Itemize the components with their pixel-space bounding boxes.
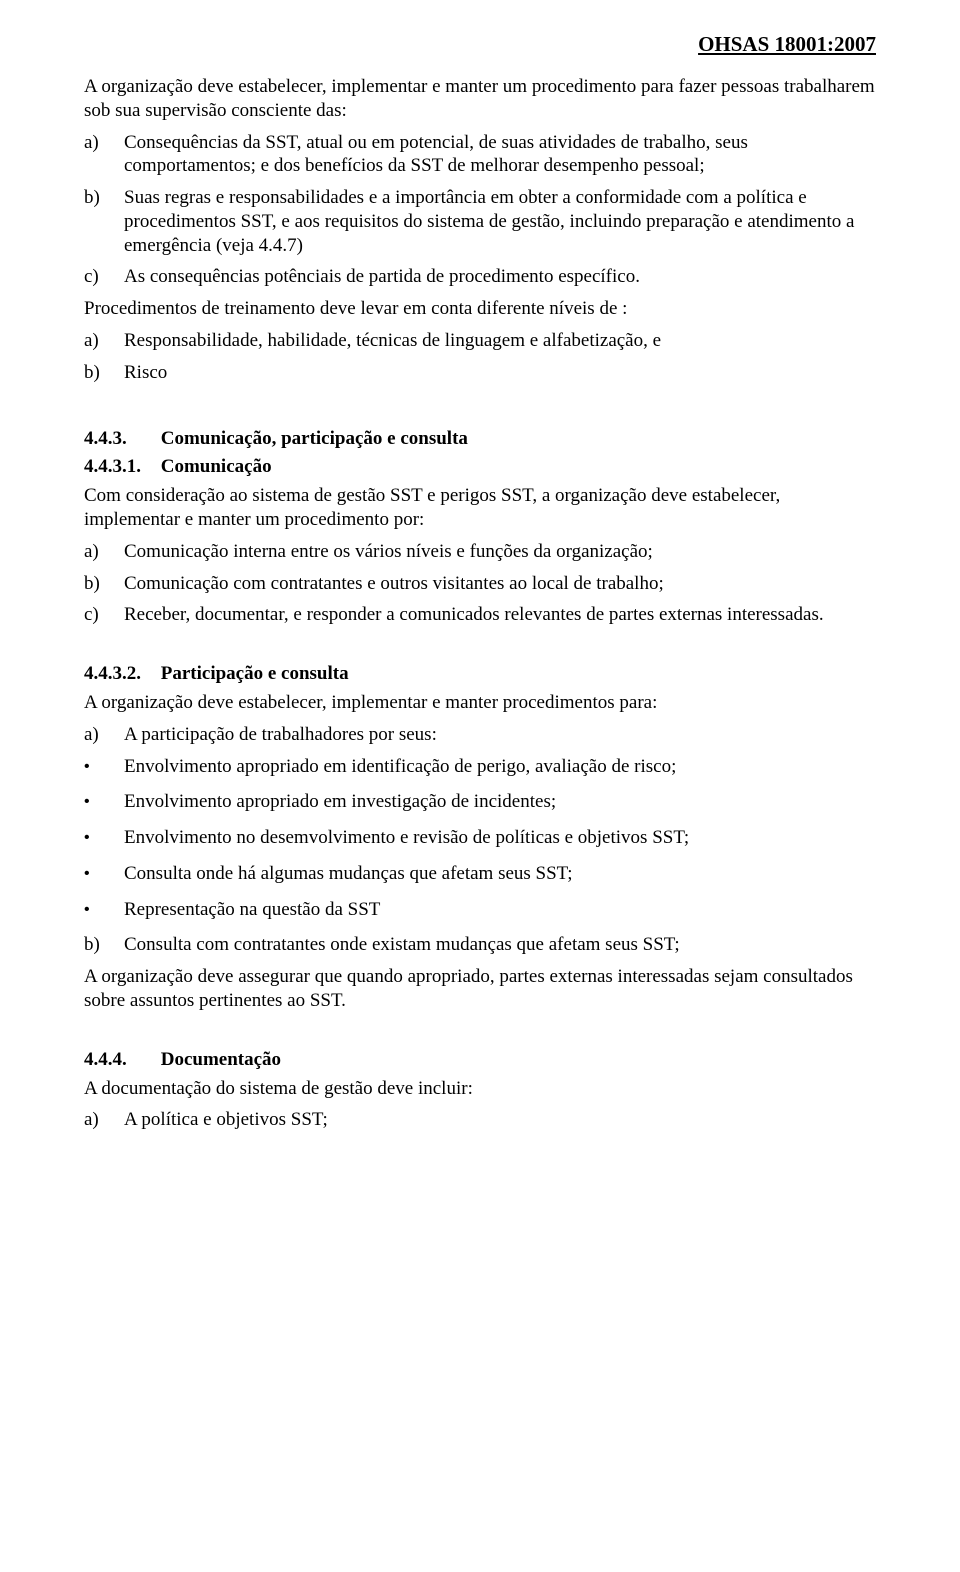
bullet-text: Envolvimento apropriado em identificação… xyxy=(124,755,876,779)
bullet-icon: • xyxy=(84,898,124,922)
list-marker: a) xyxy=(84,329,124,353)
paragraph-4-4-3-2b: A organização deve assegurar que quando … xyxy=(84,965,876,1013)
list-text: Responsabilidade, habilidade, técnicas d… xyxy=(124,329,876,353)
list-5: a) A política e objetivos SST; xyxy=(84,1108,876,1132)
list-text: Consequências da SST, atual ou em potenc… xyxy=(124,131,876,179)
list-item: c) As consequências potênciais de partid… xyxy=(84,265,876,289)
list-marker: b) xyxy=(84,933,124,957)
bullet-item: • Envolvimento apropriado em identificaç… xyxy=(84,755,876,779)
list-marker: a) xyxy=(84,540,124,564)
bullet-text: Consulta onde há algumas mudanças que af… xyxy=(124,862,876,886)
bullet-text: Envolvimento apropriado em investigação … xyxy=(124,790,876,814)
list-item: b) Consulta com contratantes onde exista… xyxy=(84,933,876,957)
heading-number: 4.4.3.1. xyxy=(84,456,156,478)
list-item: b) Risco xyxy=(84,361,876,385)
list-marker: b) xyxy=(84,361,124,385)
list-text: Comunicação interna entre os vários níve… xyxy=(124,540,876,564)
list-2: a) Responsabilidade, habilidade, técnica… xyxy=(84,329,876,385)
list-text: A participação de trabalhadores por seus… xyxy=(124,723,876,747)
heading-title: Participação e consulta xyxy=(161,663,349,684)
list-marker: c) xyxy=(84,265,124,289)
page-header: OHSAS 18001:2007 xyxy=(84,32,876,57)
paragraph-4-4-4: A documentação do sistema de gestão deve… xyxy=(84,1077,876,1101)
list-text: A política e objetivos SST; xyxy=(124,1108,876,1132)
list-4: a) A participação de trabalhadores por s… xyxy=(84,723,876,747)
bullet-list: • Envolvimento apropriado em identificaç… xyxy=(84,755,876,922)
bullet-icon: • xyxy=(84,790,124,814)
document-page: OHSAS 18001:2007 A organização deve esta… xyxy=(0,0,960,1572)
heading-number: 4.4.4. xyxy=(84,1049,156,1071)
list-3: a) Comunicação interna entre os vários n… xyxy=(84,540,876,627)
bullet-text: Representação na questão da SST xyxy=(124,898,876,922)
intro-paragraph-2: Procedimentos de treinamento deve levar … xyxy=(84,297,876,321)
list-item: a) A participação de trabalhadores por s… xyxy=(84,723,876,747)
list-item: a) Comunicação interna entre os vários n… xyxy=(84,540,876,564)
list-marker: a) xyxy=(84,131,124,179)
bullet-icon: • xyxy=(84,755,124,779)
heading-4-4-4: 4.4.4. Documentação xyxy=(84,1049,876,1071)
list-marker: a) xyxy=(84,723,124,747)
list-marker: a) xyxy=(84,1108,124,1132)
heading-number: 4.4.3.2. xyxy=(84,663,156,685)
list-text: Receber, documentar, e responder a comun… xyxy=(124,603,876,627)
list-item: c) Receber, documentar, e responder a co… xyxy=(84,603,876,627)
list-item: a) Consequências da SST, atual ou em pot… xyxy=(84,131,876,179)
bullet-item: • Envolvimento apropriado em investigaçã… xyxy=(84,790,876,814)
list-4b: b) Consulta com contratantes onde exista… xyxy=(84,933,876,957)
list-marker: b) xyxy=(84,572,124,596)
heading-title: Documentação xyxy=(161,1049,281,1070)
list-marker: c) xyxy=(84,603,124,627)
heading-title: Comunicação, participação e consulta xyxy=(161,428,468,449)
paragraph-4-4-3-1: Com consideração ao sistema de gestão SS… xyxy=(84,484,876,532)
heading-number: 4.4.3. xyxy=(84,428,156,450)
list-item: b) Suas regras e responsabilidades e a i… xyxy=(84,186,876,257)
bullet-item: • Envolvimento no desemvolvimento e revi… xyxy=(84,826,876,850)
bullet-item: • Consulta onde há algumas mudanças que … xyxy=(84,862,876,886)
bullet-text: Envolvimento no desemvolvimento e revisã… xyxy=(124,826,876,850)
bullet-icon: • xyxy=(84,862,124,886)
list-item: a) Responsabilidade, habilidade, técnica… xyxy=(84,329,876,353)
list-text: Suas regras e responsabilidades e a impo… xyxy=(124,186,876,257)
list-text: As consequências potênciais de partida d… xyxy=(124,265,876,289)
list-marker: b) xyxy=(84,186,124,257)
list-text: Consulta com contratantes onde existam m… xyxy=(124,933,876,957)
list-item: b) Comunicação com contratantes e outros… xyxy=(84,572,876,596)
list-text: Risco xyxy=(124,361,876,385)
heading-4-4-3: 4.4.3. Comunicação, participação e consu… xyxy=(84,428,876,450)
heading-4-4-3-1: 4.4.3.1. Comunicação xyxy=(84,456,876,478)
bullet-item: • Representação na questão da SST xyxy=(84,898,876,922)
intro-paragraph-1: A organização deve estabelecer, implemen… xyxy=(84,75,876,123)
list-item: a) A política e objetivos SST; xyxy=(84,1108,876,1132)
list-text: Comunicação com contratantes e outros vi… xyxy=(124,572,876,596)
heading-title: Comunicação xyxy=(161,456,272,477)
paragraph-4-4-3-2: A organização deve estabelecer, implemen… xyxy=(84,691,876,715)
list-1: a) Consequências da SST, atual ou em pot… xyxy=(84,131,876,290)
heading-4-4-3-2: 4.4.3.2. Participação e consulta xyxy=(84,663,876,685)
bullet-icon: • xyxy=(84,826,124,850)
